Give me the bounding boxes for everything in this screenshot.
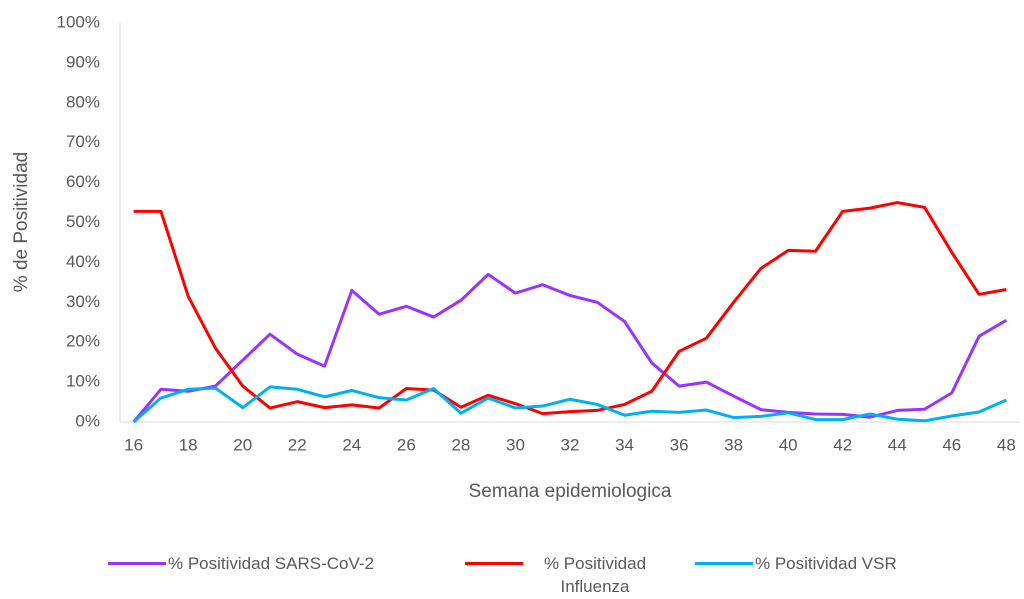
y-tick-label: 90% — [66, 52, 100, 71]
y-axis-title: % de Positividad — [11, 152, 32, 292]
legend-swatch — [465, 562, 523, 565]
y-tick-label: 40% — [66, 252, 100, 271]
y-tick-label: 30% — [66, 292, 100, 311]
y-tick-label: 60% — [66, 172, 100, 191]
y-tick-label: 80% — [66, 92, 100, 111]
y-tick-label: 0% — [75, 411, 100, 430]
x-tick-label: 18 — [179, 435, 198, 454]
x-axis-title: Semana epidemiologica — [469, 481, 672, 502]
legend-label: % Positividad Influenza — [543, 554, 647, 596]
y-tick-label: 20% — [66, 332, 100, 351]
y-tick-label: 10% — [66, 372, 100, 391]
x-tick-label: 40 — [779, 435, 798, 454]
x-tick-label: 32 — [561, 435, 580, 454]
legend-item: % Positividad Influenza — [465, 552, 665, 598]
y-tick-label: 70% — [66, 132, 100, 151]
legend-label: % Positividad SARS-CoV-2 — [168, 554, 374, 573]
legend-label: % Positividad VSR — [755, 554, 897, 573]
data-line — [132, 385, 1007, 424]
y-tick-label: 100% — [57, 12, 100, 31]
x-tick-label: 26 — [397, 435, 416, 454]
x-tick-label: 46 — [942, 435, 961, 454]
x-tick-label: 22 — [288, 435, 307, 454]
data-line — [133, 201, 1007, 416]
x-tick-label: 28 — [451, 435, 470, 454]
x-tick-label: 42 — [833, 435, 852, 454]
x-tick-label: 36 — [670, 435, 689, 454]
x-tick-label: 48 — [997, 435, 1016, 454]
legend-swatch — [695, 562, 753, 565]
x-tick-label: 44 — [888, 435, 907, 454]
x-tick-label: 30 — [506, 435, 525, 454]
legend-swatch — [108, 562, 166, 565]
legend-item: % Positividad SARS-CoV-2 — [108, 552, 468, 575]
x-tick-label: 34 — [615, 435, 634, 454]
legend-item: % Positividad VSR — [695, 552, 1024, 575]
y-tick-label: 50% — [66, 212, 100, 231]
x-tick-label: 20 — [233, 435, 252, 454]
x-tick-label: 38 — [724, 435, 743, 454]
x-tick-label: 16 — [124, 435, 143, 454]
x-tick-label: 24 — [342, 435, 361, 454]
